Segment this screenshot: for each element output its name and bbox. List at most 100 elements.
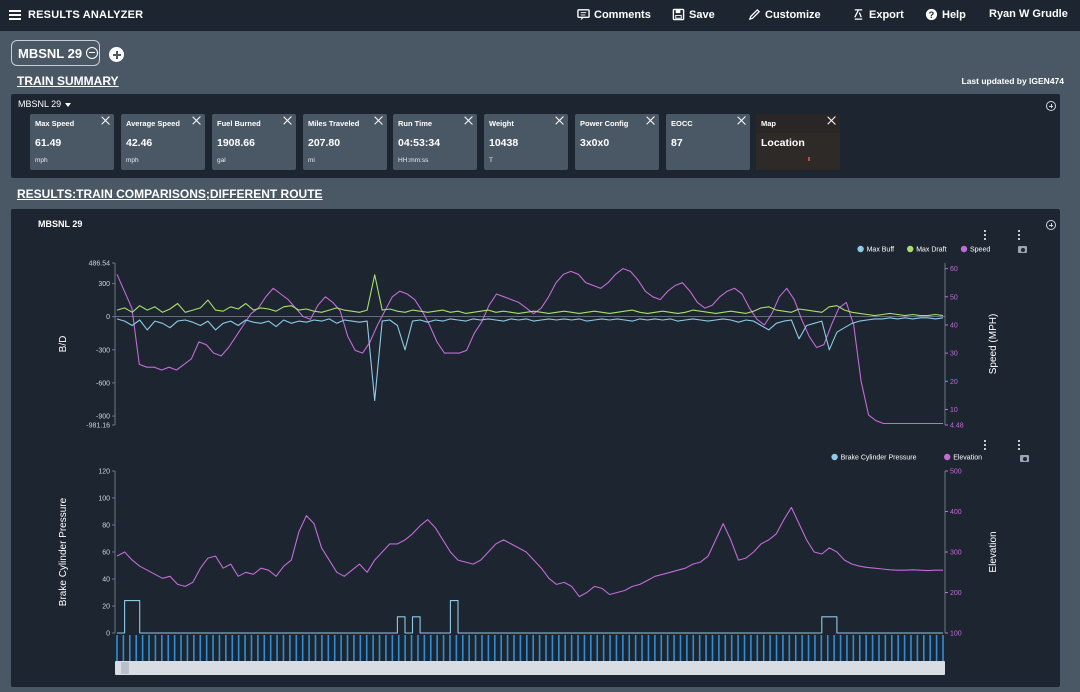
y-tick-label: 300 bbox=[98, 281, 110, 288]
x-tick-label-block bbox=[801, 635, 803, 663]
legend-marker bbox=[944, 453, 951, 461]
x-tick-label-block bbox=[186, 635, 189, 663]
close-icon[interactable] bbox=[827, 116, 836, 125]
y-tick-label: 80 bbox=[102, 523, 110, 530]
remove-tab-icon[interactable] bbox=[86, 47, 99, 59]
add-card-icon[interactable] bbox=[1046, 101, 1056, 111]
x-tick-label-block bbox=[314, 635, 317, 663]
summary-card-power-config: Power Config 3x0x0 bbox=[575, 114, 659, 170]
summary-card-map[interactable]: Map Location bbox=[756, 114, 840, 170]
close-icon[interactable] bbox=[555, 116, 564, 125]
x-tick-label-block bbox=[237, 635, 240, 663]
x-tick-label-block bbox=[244, 635, 246, 663]
x-tick-label-block bbox=[730, 635, 733, 663]
x-tick-label-block bbox=[301, 635, 304, 663]
x-tick-label-block bbox=[154, 635, 157, 663]
x-tick-label-block bbox=[161, 635, 163, 663]
hamburger-menu-icon[interactable] bbox=[9, 9, 21, 21]
close-icon[interactable] bbox=[374, 116, 383, 125]
customize-label: Customize bbox=[765, 8, 821, 21]
charts-svg[interactable]: 486.54 300 0 -300 -600 -900 -981.16 60 50 40 30 20 1… bbox=[11, 209, 1060, 687]
x-tick-label-block bbox=[481, 635, 483, 663]
export-button[interactable]: Export bbox=[852, 8, 904, 21]
train-tab[interactable]: MBSNL 29 bbox=[11, 40, 100, 66]
x-tick-label-block bbox=[455, 635, 458, 663]
train-selector[interactable]: MBSNL 29 bbox=[18, 99, 72, 109]
user-name: Ryan W Grudle bbox=[989, 8, 1068, 20]
close-icon[interactable] bbox=[283, 116, 292, 125]
train-summary-title: TRAIN SUMMARY bbox=[17, 74, 119, 88]
x-tick-label-block bbox=[807, 635, 810, 663]
y2-tick-label: 300 bbox=[950, 550, 962, 557]
x-tick-label-block bbox=[711, 635, 714, 663]
add-tab-icon[interactable] bbox=[109, 47, 124, 62]
close-icon[interactable] bbox=[101, 116, 110, 125]
help-button[interactable]: ? Help bbox=[925, 8, 966, 21]
card-unit: T bbox=[489, 157, 493, 164]
chart1-menu-icon[interactable] bbox=[983, 230, 987, 242]
card-value: 10438 bbox=[489, 137, 519, 149]
card-title: Miles Traveled bbox=[308, 119, 360, 128]
x-tick-label-block bbox=[756, 635, 759, 663]
y2-tick-label: 400 bbox=[950, 509, 962, 516]
close-icon[interactable] bbox=[464, 116, 473, 125]
map-marker-icon bbox=[808, 157, 810, 161]
customize-button[interactable]: Customize bbox=[748, 8, 821, 21]
x-tick-label-block bbox=[340, 635, 342, 663]
card-title: Run Time bbox=[398, 119, 433, 128]
top-bar: RESULTS ANALYZER Comments Save Customize… bbox=[0, 0, 1080, 31]
y-tick-label: 486.54 bbox=[89, 261, 111, 268]
x-tick-label-block bbox=[942, 635, 944, 663]
camera-icon[interactable] bbox=[1018, 246, 1027, 253]
x-tick-label-block bbox=[596, 635, 599, 663]
x-tick-label-block bbox=[135, 635, 138, 663]
y-tick-label: 40 bbox=[102, 577, 110, 584]
x-tick-label-block bbox=[225, 635, 227, 663]
save-icon bbox=[672, 8, 685, 21]
x-tick-label-block bbox=[353, 635, 355, 663]
x-tick-label-block bbox=[814, 635, 816, 663]
x-tick-label-block bbox=[647, 635, 650, 663]
comments-button[interactable]: Comments bbox=[577, 8, 651, 21]
x-tick-label-block bbox=[922, 635, 925, 663]
results-section-title: RESULTS:TRAIN COMPARISONS;DIFFERENT ROUT… bbox=[17, 187, 323, 201]
chart2-menu-icon[interactable] bbox=[983, 440, 987, 452]
card-value: 207.80 bbox=[308, 137, 341, 149]
camera-icon[interactable] bbox=[1020, 455, 1029, 462]
x-tick-label-block bbox=[615, 635, 618, 663]
x-tick-label-block bbox=[929, 635, 931, 663]
chart2-options-icon[interactable] bbox=[1017, 440, 1021, 452]
x-tick-label-block bbox=[442, 635, 445, 663]
x-tick-label-block bbox=[820, 635, 823, 663]
add-chart-icon[interactable] bbox=[1046, 220, 1056, 230]
series-line-max-buff bbox=[116, 317, 944, 402]
close-icon[interactable] bbox=[737, 116, 746, 125]
x-tick-label-block bbox=[839, 635, 842, 663]
legend-label: Elevation bbox=[953, 455, 982, 462]
y-tick-label: -600 bbox=[96, 380, 110, 387]
range-slider-handle[interactable] bbox=[121, 662, 129, 674]
x-tick-label-block bbox=[622, 635, 624, 663]
x-tick-label-block bbox=[545, 635, 547, 663]
legend-marker bbox=[960, 245, 968, 253]
card-unit: HH:mm:ss bbox=[398, 157, 429, 164]
user-menu[interactable]: Ryan W Grudle bbox=[989, 8, 1068, 20]
x-tick-label-block bbox=[705, 635, 707, 663]
export-icon bbox=[854, 9, 863, 20]
x-tick-label-block bbox=[532, 635, 535, 663]
card-unit: mi bbox=[308, 157, 315, 164]
x-tick-label-block bbox=[519, 635, 522, 663]
legend-label: Max Buff bbox=[867, 247, 895, 254]
close-icon[interactable] bbox=[192, 116, 201, 125]
x-tick-label-block bbox=[263, 635, 266, 663]
card-unit: gal bbox=[217, 157, 226, 164]
chart1-options-icon[interactable] bbox=[1017, 230, 1021, 242]
x-tick-label-block bbox=[372, 635, 374, 663]
x-tick-label-block bbox=[833, 635, 835, 663]
save-button[interactable]: Save bbox=[672, 8, 715, 21]
map-thumbnail[interactable] bbox=[756, 133, 840, 170]
legend-marker bbox=[907, 245, 914, 253]
x-tick-label-block bbox=[558, 635, 560, 663]
close-icon[interactable] bbox=[646, 116, 655, 125]
card-value: 61.49 bbox=[35, 137, 62, 149]
